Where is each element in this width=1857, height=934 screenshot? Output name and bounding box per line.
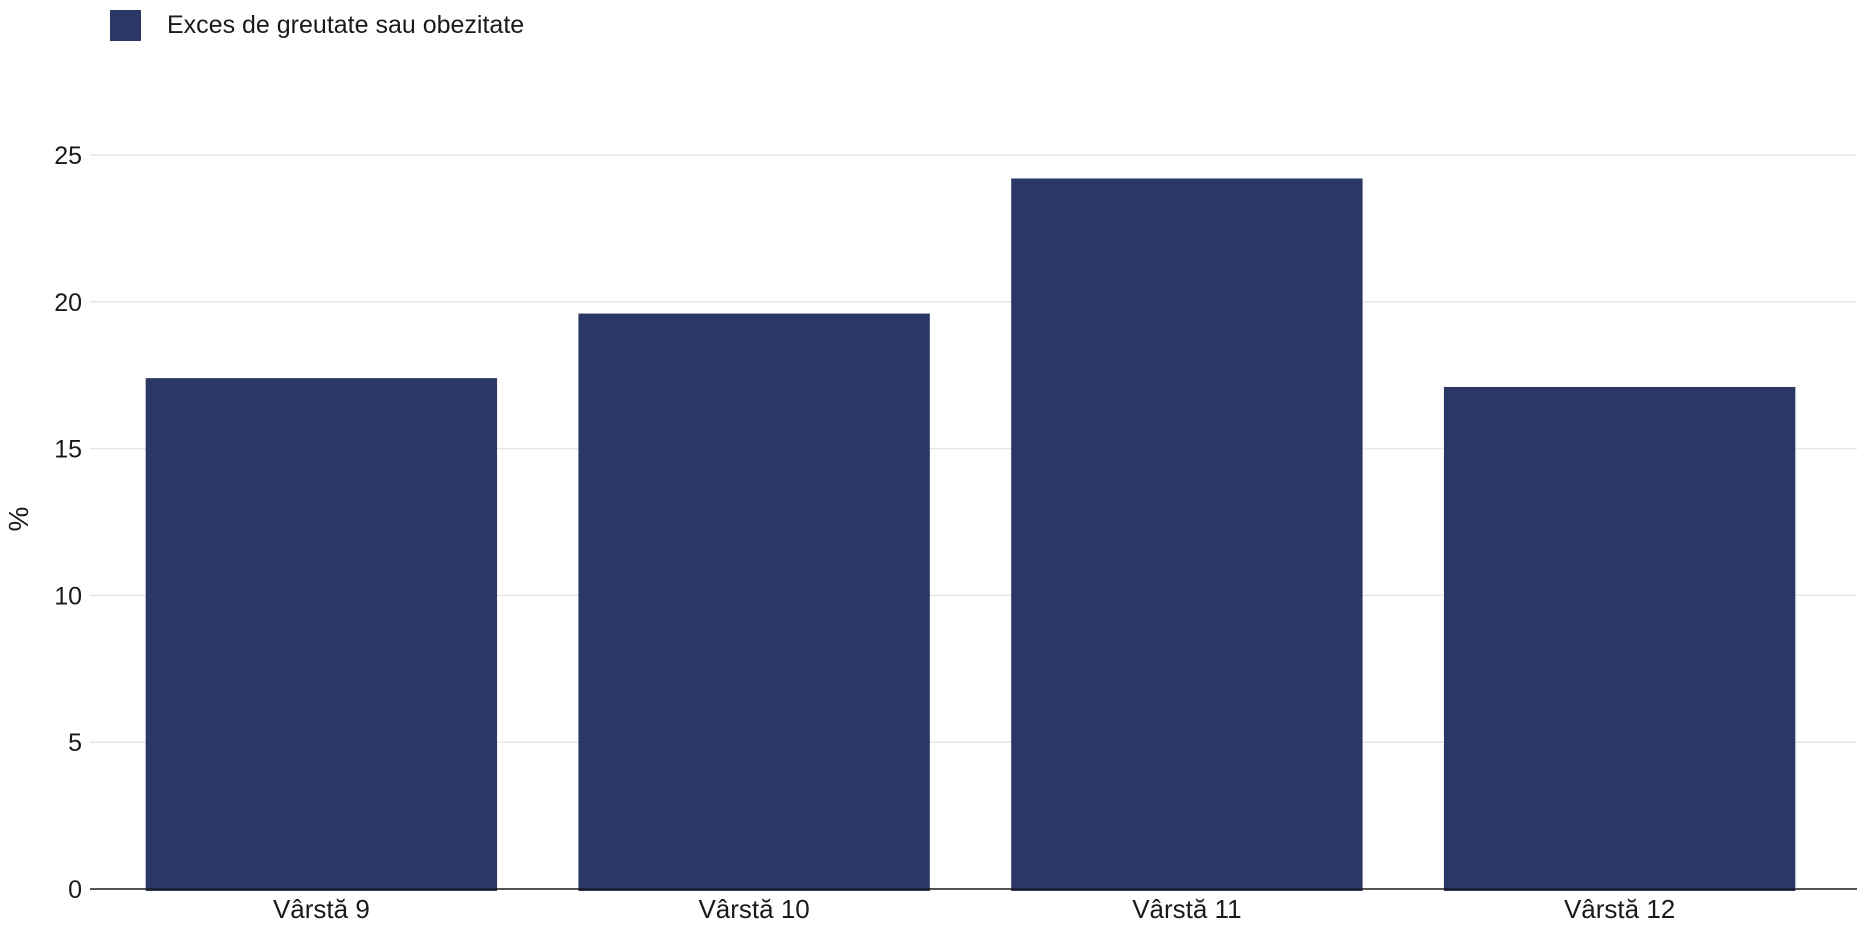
y-tick-label: 15 [54, 436, 82, 464]
y-tick-label: 25 [54, 142, 82, 170]
legend-label: Exces de greutate sau obezitate [167, 11, 525, 39]
x-tick-label: Vârstă 9 [273, 894, 370, 924]
x-tick-labels: Vârstă 9 Vârstă 10 Vârstă 11 Vârstă 12 [273, 894, 1675, 924]
x-tick-label: Vârstă 10 [698, 894, 809, 924]
legend: Exces de greutate sau obezitate [110, 10, 524, 41]
y-tick-labels: 0 5 10 15 20 25 [54, 142, 82, 904]
bar-4 [1443, 386, 1796, 891]
x-tick-label: Vârstă 12 [1564, 894, 1675, 924]
y-tick-label: 0 [68, 876, 82, 904]
legend-swatch [110, 10, 141, 41]
y-tick-label: 5 [68, 729, 82, 757]
y-tick-label: 10 [54, 582, 82, 610]
bar-2 [578, 313, 930, 891]
bar-1 [145, 378, 498, 891]
bars [145, 178, 1796, 891]
y-tick-label: 20 [54, 289, 82, 317]
x-tick-label: Vârstă 11 [1132, 894, 1241, 924]
bar-3 [1011, 178, 1363, 891]
y-axis-label: % [3, 507, 34, 532]
